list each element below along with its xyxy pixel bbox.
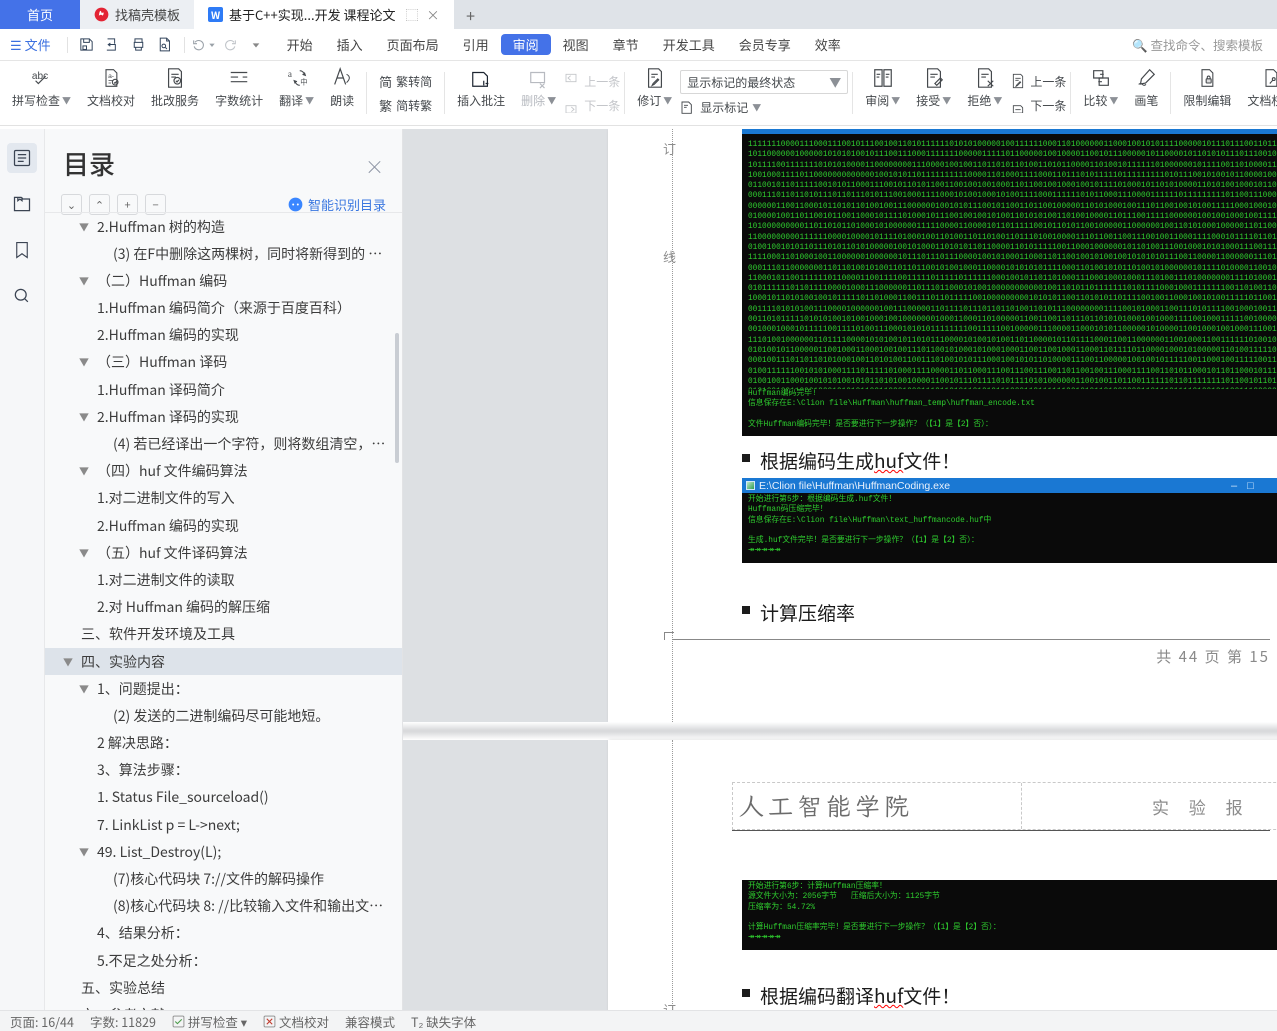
- svg-text:a-: a-: [108, 73, 114, 80]
- svg-text:a: a: [287, 69, 291, 79]
- svg-text:中: 中: [300, 76, 307, 87]
